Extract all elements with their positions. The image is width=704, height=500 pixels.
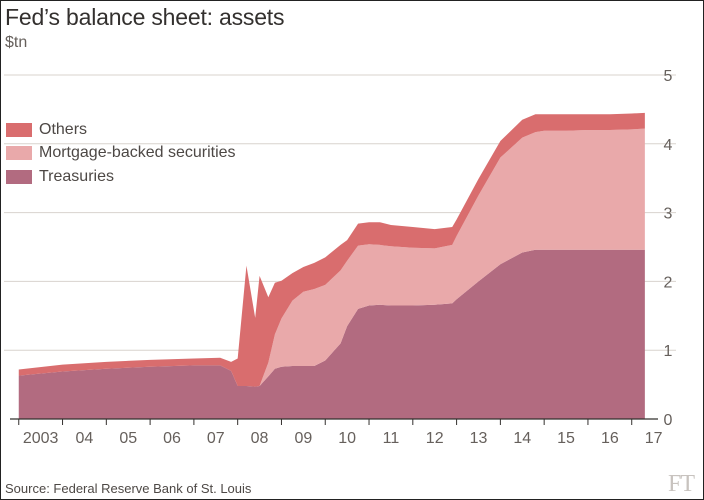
area-mortgage-backed-securities [18, 128, 645, 387]
y-tick-label-2: 2 [664, 274, 673, 291]
legend-label-mbs: Mortgage-backed securities [39, 144, 236, 162]
legend-label-others: Others [39, 120, 88, 138]
x-tick-label-13: 13 [470, 430, 488, 447]
unit-label: $tn [5, 34, 28, 51]
legend-label-treasuries: Treasuries [39, 167, 114, 185]
area-treasuries [18, 249, 645, 419]
x-tick-label-17: 17 [645, 430, 663, 447]
legend-swatch-mbs [6, 146, 32, 161]
legend-item-others: Others [6, 118, 236, 142]
x-tick-label-15: 15 [557, 430, 575, 447]
x-tick-label-14: 14 [513, 430, 531, 447]
y-tick-label-5: 5 [664, 68, 673, 85]
ft-logo: FT [668, 471, 695, 497]
x-tick-label-06: 06 [163, 430, 181, 447]
legend-swatch-others [6, 122, 32, 137]
y-tick-label-0: 0 [664, 412, 673, 429]
source-note: Source: Federal Reserve Bank of St. Loui… [5, 481, 252, 496]
x-tick-label-11: 11 [383, 430, 400, 447]
x-tick-label-05: 05 [119, 430, 137, 447]
x-tick-label-16: 16 [601, 430, 619, 447]
legend-swatch-treasuries [6, 169, 32, 184]
x-tick-label-10: 10 [338, 430, 356, 447]
x-tick-label-12: 12 [426, 430, 444, 447]
y-tick-label-4: 4 [664, 137, 673, 154]
x-tick-label-07: 07 [207, 430, 225, 447]
chart-title: Fed’s balance sheet: assets [5, 4, 285, 30]
area-layer [18, 112, 645, 419]
x-tick-label-08: 08 [251, 430, 269, 447]
legend-item-mbs: Mortgage-backed securities [6, 142, 236, 166]
x-tick-label-2003: 2003 [23, 430, 59, 447]
y-tick-label-1: 1 [664, 343, 673, 360]
y-tick-label-3: 3 [664, 206, 673, 223]
x-tick-label-09: 09 [294, 430, 312, 447]
legend-item-treasuries: Treasuries [6, 165, 236, 189]
legend: Others Mortgage-backed securities Treasu… [6, 118, 236, 189]
x-tick-label-04: 04 [76, 430, 94, 447]
